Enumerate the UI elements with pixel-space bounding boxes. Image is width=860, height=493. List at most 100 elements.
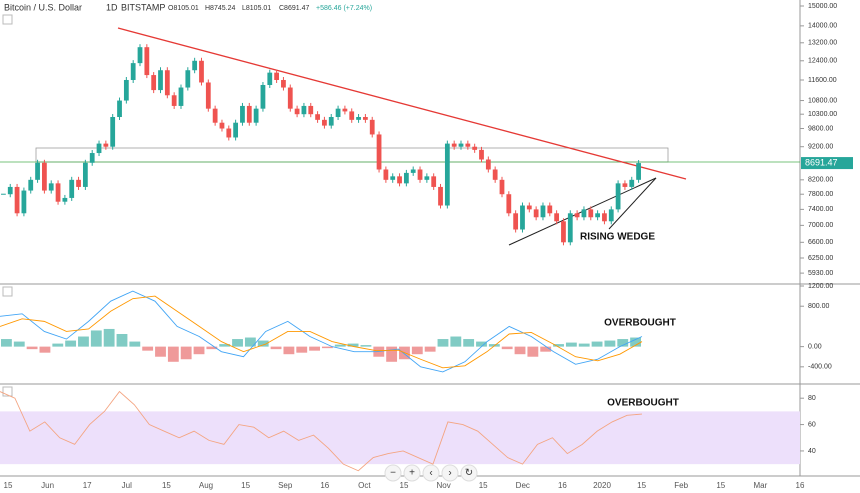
collapse-button[interactable] <box>2 14 13 25</box>
candle <box>328 117 334 126</box>
toolbar-button[interactable] <box>384 464 402 482</box>
y-tick-label: 7800.00 <box>808 191 833 198</box>
macd-histogram-bar <box>244 337 256 347</box>
candle <box>7 186 13 195</box>
macd-histogram-bar <box>347 343 359 347</box>
candle <box>294 108 300 115</box>
candle <box>82 162 88 187</box>
x-tick-label: Jul <box>122 481 132 490</box>
candle <box>622 183 628 187</box>
candle <box>192 60 198 71</box>
candle <box>130 63 136 80</box>
macd-histogram-bar <box>52 343 64 347</box>
macd-histogram-bar <box>309 346 320 351</box>
candle <box>403 172 409 184</box>
interval: 1D <box>106 2 118 12</box>
candle <box>199 60 204 83</box>
ohlc-change: +586.46 (+7.24%) <box>316 5 372 12</box>
x-tick-label: 17 <box>83 481 92 490</box>
macd-histogram-bar <box>129 341 141 347</box>
toolbar-button[interactable] <box>422 464 440 482</box>
candle <box>376 134 382 170</box>
candle <box>342 108 348 112</box>
candle <box>451 143 457 147</box>
candle <box>506 194 512 214</box>
y-tick-label: 7400.00 <box>808 206 833 213</box>
candle <box>35 162 40 180</box>
candle <box>164 70 170 96</box>
candle <box>144 47 150 76</box>
toolbar-icon[interactable]: ‹ <box>429 468 432 479</box>
candle <box>62 197 68 202</box>
macd-histogram-bar <box>450 336 462 347</box>
candle <box>89 153 95 163</box>
candle <box>76 179 81 187</box>
candle <box>608 209 614 222</box>
y-tick-label: 800.00 <box>808 303 830 310</box>
macd-histogram-bar <box>553 344 564 347</box>
candle <box>438 186 443 206</box>
x-tick-label: 2020 <box>593 481 611 490</box>
candle <box>526 205 532 210</box>
ohlc-open: O8105.01 <box>168 5 199 12</box>
symbol: Bitcoin / U.S. Dollar <box>4 2 82 12</box>
macd-histogram-bar <box>617 339 629 347</box>
candle <box>581 209 587 218</box>
candle <box>14 186 20 214</box>
toolbar-icon[interactable]: + <box>409 468 415 479</box>
y-tick-label: -400.00 <box>808 364 832 371</box>
macd-histogram-bar <box>283 346 295 355</box>
toolbar-button[interactable] <box>460 464 478 482</box>
candle <box>561 221 566 243</box>
collapse-button[interactable] <box>2 386 13 397</box>
macd-histogram-bar <box>103 328 115 347</box>
macd-histogram-bar <box>514 346 526 355</box>
toolbar-icon[interactable]: › <box>448 468 451 479</box>
last-price-tag <box>801 157 853 170</box>
y-tick-label: 15000.00 <box>808 3 837 10</box>
toolbar-button[interactable] <box>441 464 459 482</box>
y-tick-label: 1200.00 <box>808 283 833 290</box>
candle <box>588 209 594 218</box>
y-tick-label: 10800.00 <box>808 97 837 104</box>
macd-histogram-bar <box>630 337 641 347</box>
y-tick-label: 9800.00 <box>808 125 833 132</box>
candle <box>540 205 546 218</box>
wedge-line <box>608 177 657 230</box>
macd-histogram-bar <box>360 345 372 347</box>
macd-histogram-bar <box>193 346 205 355</box>
macd-histogram-bar <box>296 346 308 353</box>
toolbar-button[interactable] <box>403 464 421 482</box>
indicator-line <box>0 390 643 472</box>
candle <box>301 105 307 115</box>
candle <box>472 146 478 150</box>
ohlc-high: H8745.24 <box>205 5 235 12</box>
y-tick-label: 8200.00 <box>808 177 833 184</box>
y-tick-label: 80 <box>808 395 816 402</box>
candle <box>21 190 27 214</box>
collapse-button[interactable] <box>2 286 13 297</box>
toolbar: − + ‹ › ↻ <box>384 464 478 482</box>
x-tick-label: 15 <box>4 481 13 490</box>
y-tick-label: 7000.00 <box>808 222 833 229</box>
candle <box>444 143 450 206</box>
candle <box>240 105 245 123</box>
toolbar-icon[interactable]: ↻ <box>465 468 473 479</box>
y-tick-label: 0.00 <box>808 343 822 350</box>
macd-histogram-bar <box>334 344 346 347</box>
candle <box>363 117 368 120</box>
x-tick-label: 15 <box>400 481 409 490</box>
candle <box>397 176 402 184</box>
candle <box>390 176 396 180</box>
macd-histogram-bar <box>219 344 231 347</box>
x-tick-label: Jun <box>41 481 54 490</box>
macd-histogram-bar <box>65 340 77 347</box>
macd-histogram-bar <box>463 339 475 347</box>
candle <box>48 183 54 191</box>
candle <box>260 84 266 109</box>
toolbar-icon[interactable]: − <box>390 468 396 479</box>
trend-line <box>117 27 687 180</box>
y-tick-label: 60 <box>808 421 816 428</box>
candle <box>410 169 416 173</box>
